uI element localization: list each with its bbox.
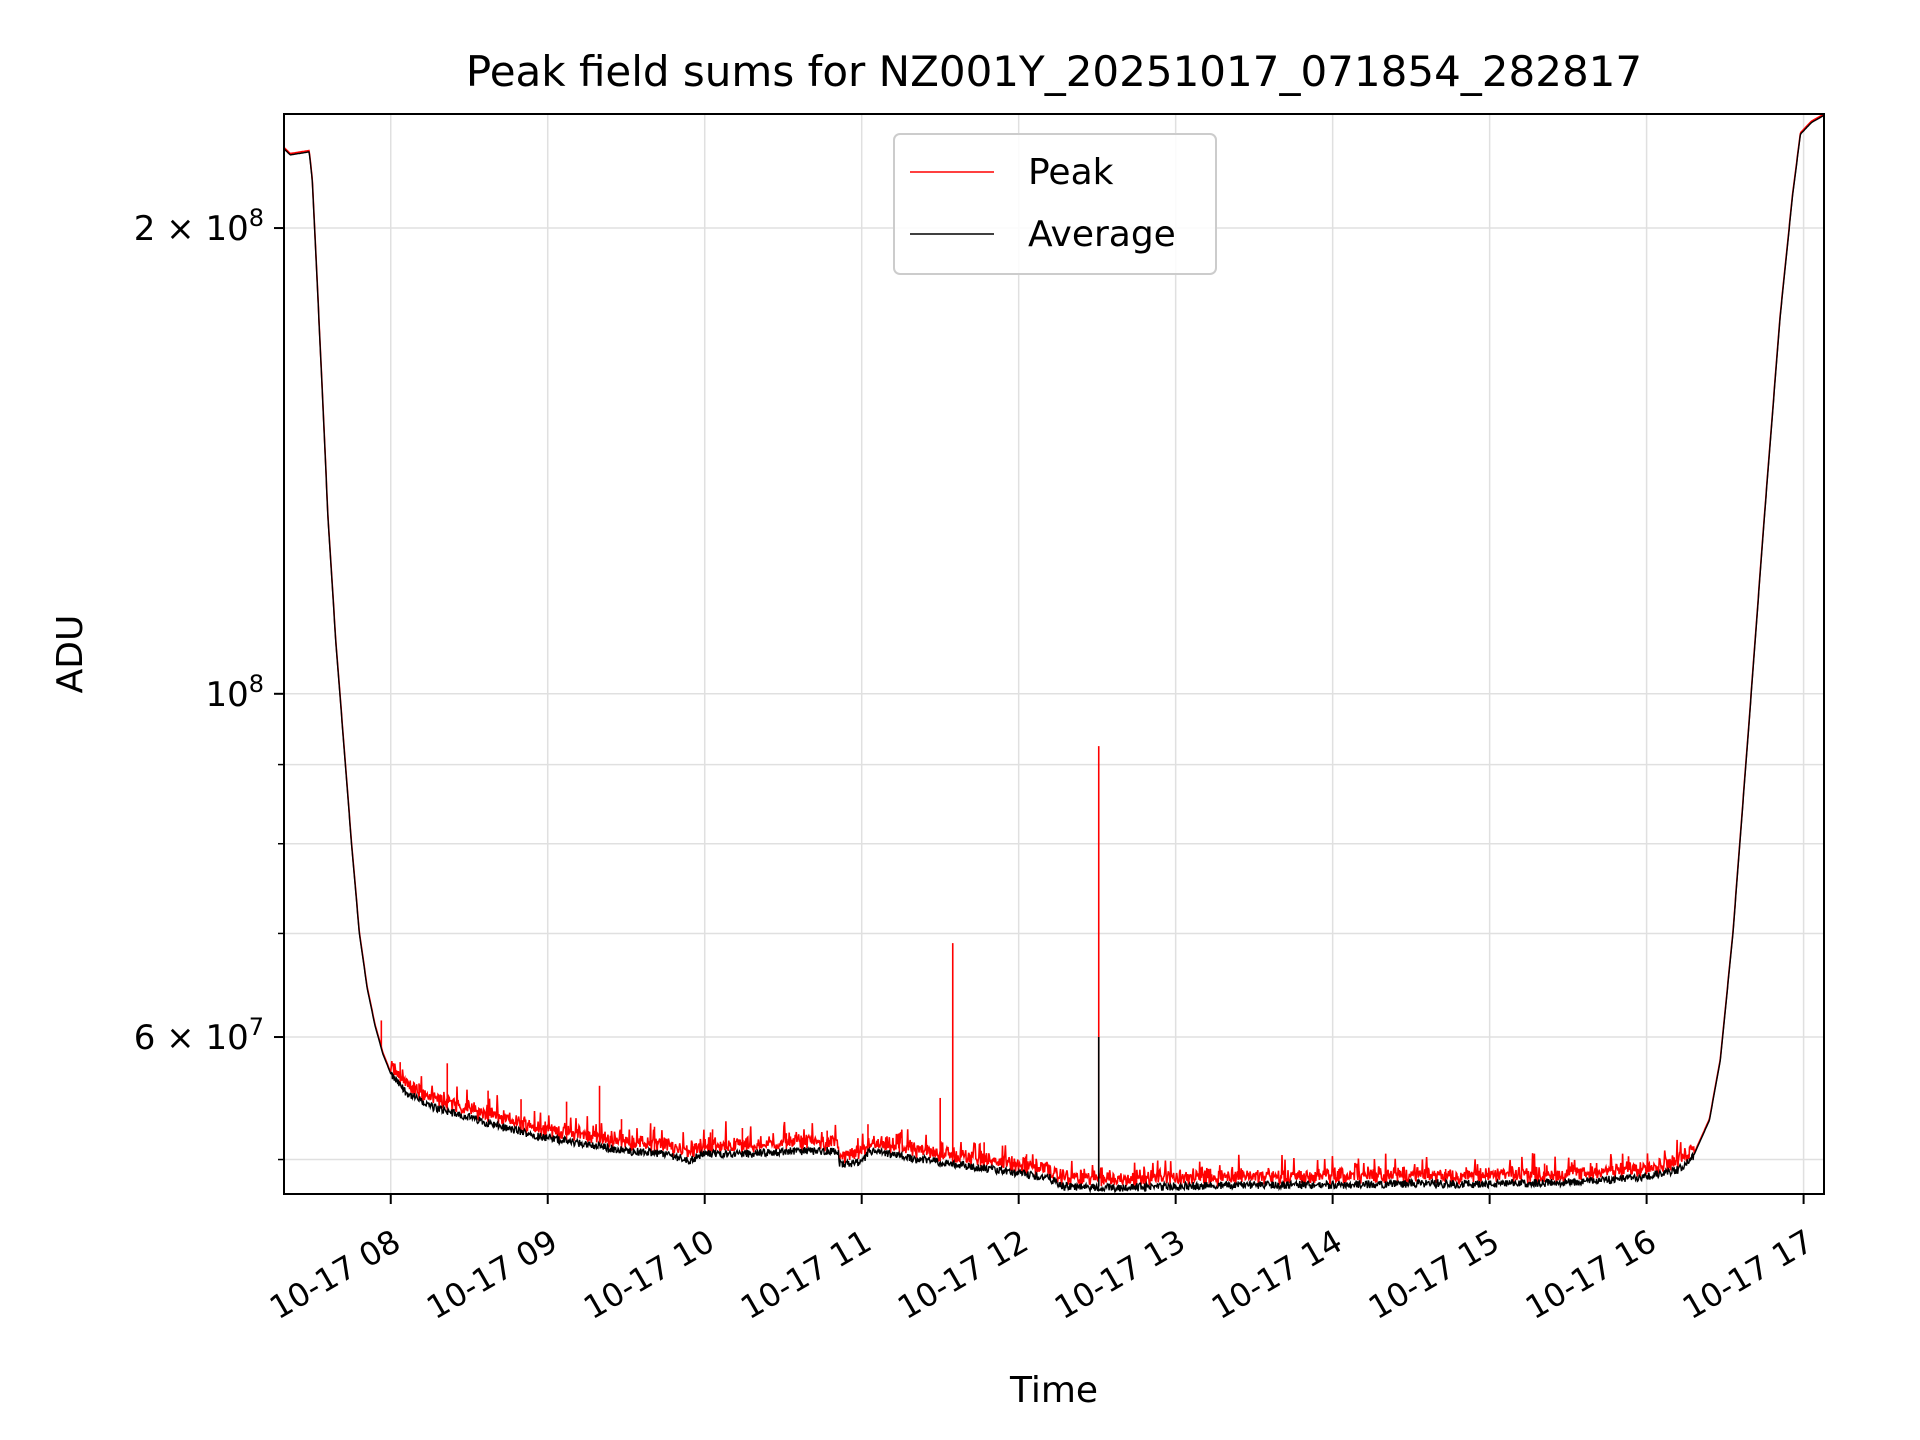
average-series-line [283, 114, 1825, 1194]
legend-label-peak: Peak [1028, 152, 1114, 193]
y-tick-label: 2 × 108 [134, 204, 264, 249]
legend: Peak Average [893, 133, 1217, 275]
y-tick-label: 108 [205, 670, 264, 715]
peak-series-line [283, 113, 1825, 1188]
y-tick-label: 6 × 107 [134, 1013, 264, 1058]
legend-label-average: Average [1028, 214, 1176, 255]
y-axis-label: ADU [50, 615, 91, 694]
axis-ticks [274, 227, 1805, 1204]
x-axis-label: Time [1009, 1370, 1098, 1411]
chart-title: Peak field sums for NZ001Y_20251017_0718… [466, 47, 1642, 96]
plot-area-frame [283, 113, 1825, 1195]
legend-box [893, 133, 1217, 275]
plot-series [283, 113, 1825, 1194]
